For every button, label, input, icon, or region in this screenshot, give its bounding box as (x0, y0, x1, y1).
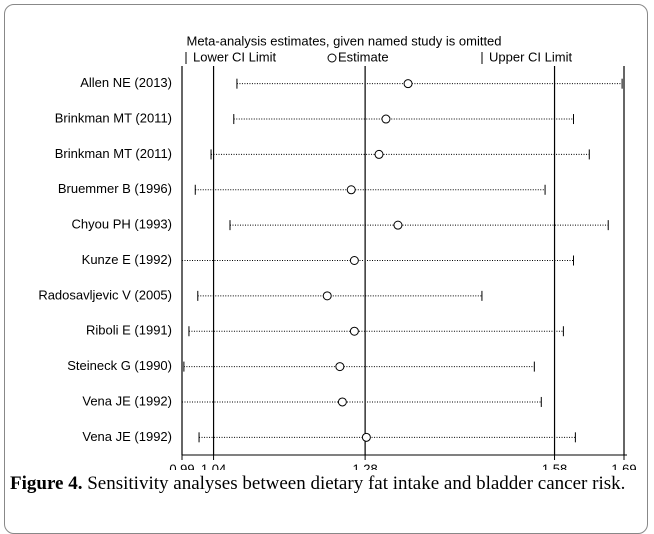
estimate (361, 432, 371, 442)
x-tick-label: 0.99 (169, 461, 194, 470)
x-tick-label: 1.69 (611, 461, 636, 470)
y-tick-label: Steineck G (1990) (67, 358, 172, 373)
estimate (346, 185, 356, 195)
estimate (335, 362, 345, 372)
estimate (349, 326, 359, 336)
y-tick-label: Vena JE (1992) (82, 429, 172, 444)
x-tick-label: 1.04 (201, 461, 226, 470)
estimate (393, 220, 403, 230)
y-tick-label: Kunze E (1992) (82, 252, 172, 267)
estimate (322, 291, 332, 301)
y-tick-label: Brinkman MT (2011) (55, 146, 172, 161)
legend-item: Upper CI Limit (489, 49, 572, 64)
x-tick-label: 1.28 (352, 461, 377, 470)
x-tick-label: 1.58 (542, 461, 567, 470)
legend-item: Estimate (338, 49, 389, 64)
y-tick-label: Allen NE (2013) (80, 75, 172, 90)
legend-title: Meta-analysis estimates, given named stu… (186, 33, 501, 48)
legend-item: Lower CI Limit (193, 49, 276, 64)
y-tick-label: Brinkman MT (2011) (55, 110, 172, 125)
y-tick-label: Chyou PH (1993) (72, 217, 172, 232)
caption: Figure 4. Sensitivity analyses between d… (10, 470, 642, 497)
estimate (337, 397, 347, 407)
chart: Meta-analysis estimates, given named stu… (38, 33, 636, 470)
y-tick-label: Radosavljevic V (2005) (38, 287, 172, 302)
caption-text: Sensitivity analyses between dietary fat… (87, 473, 626, 494)
y-tick-label: Riboli E (1991) (86, 323, 172, 338)
estimate (381, 114, 391, 124)
estimate (349, 256, 359, 265)
y-tick-label: Bruemmer B (1996) (58, 181, 172, 196)
legend-symbol (327, 53, 337, 63)
y-tick-label: Vena JE (1992) (82, 393, 172, 408)
caption-label: Figure 4. (10, 473, 83, 494)
estimate (403, 79, 413, 89)
estimate (374, 149, 384, 159)
